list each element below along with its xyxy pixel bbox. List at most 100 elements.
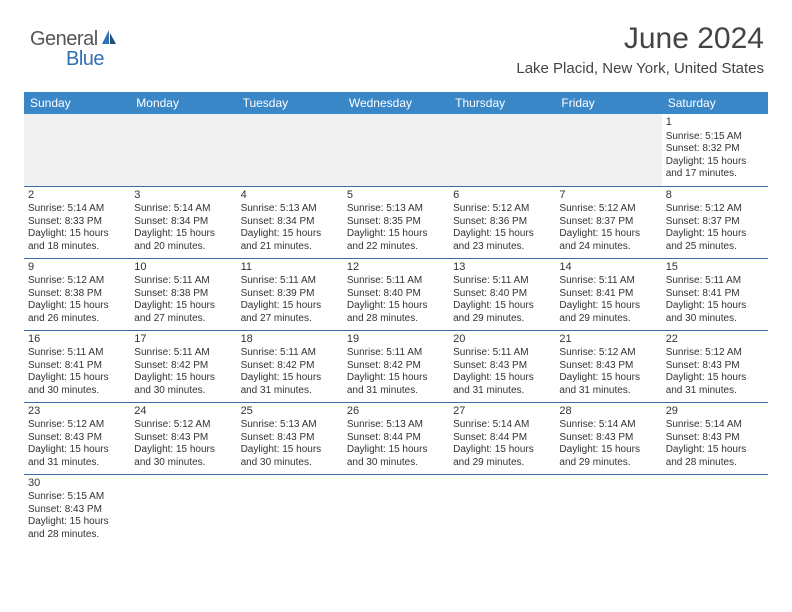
day-info-sunset: Sunset: 8:34 PM [241,216,339,229]
day-number: 18 [241,333,339,347]
page-subtitle: Lake Placid, New York, United States [516,60,764,77]
calendar-cell: 30Sunrise: 5:15 AMSunset: 8:43 PMDayligh… [24,474,130,546]
day-number: 19 [347,333,445,347]
day-info-daylight2: and 30 minutes. [134,385,232,398]
day-info-daylight2: and 27 minutes. [134,313,232,326]
calendar-cell: 4Sunrise: 5:13 AMSunset: 8:34 PMDaylight… [237,186,343,258]
calendar-cell: 20Sunrise: 5:11 AMSunset: 8:43 PMDayligh… [449,330,555,402]
day-info-daylight1: Daylight: 15 hours [666,372,764,385]
day-info-daylight1: Daylight: 15 hours [134,300,232,313]
day-info-daylight2: and 22 minutes. [347,241,445,254]
day-info-daylight1: Daylight: 15 hours [559,228,657,241]
day-info-sunrise: Sunrise: 5:14 AM [28,203,126,216]
calendar-cell [130,114,236,186]
day-number: 28 [559,405,657,419]
day-info-daylight2: and 30 minutes. [241,457,339,470]
day-number: 10 [134,261,232,275]
calendar-cell: 8Sunrise: 5:12 AMSunset: 8:37 PMDaylight… [662,186,768,258]
calendar-cell [130,474,236,546]
day-info-daylight1: Daylight: 15 hours [134,372,232,385]
day-info-sunrise: Sunrise: 5:12 AM [28,419,126,432]
day-number: 3 [134,189,232,203]
day-info-daylight1: Daylight: 15 hours [559,444,657,457]
day-info-sunrise: Sunrise: 5:12 AM [559,347,657,360]
day-info-sunset: Sunset: 8:42 PM [347,360,445,373]
day-info-sunrise: Sunrise: 5:14 AM [666,419,764,432]
day-info-sunset: Sunset: 8:35 PM [347,216,445,229]
day-info-daylight1: Daylight: 15 hours [453,444,551,457]
calendar-cell: 10Sunrise: 5:11 AMSunset: 8:38 PMDayligh… [130,258,236,330]
calendar-cell: 2Sunrise: 5:14 AMSunset: 8:33 PMDaylight… [24,186,130,258]
calendar-cell: 9Sunrise: 5:12 AMSunset: 8:38 PMDaylight… [24,258,130,330]
day-info-sunrise: Sunrise: 5:11 AM [134,347,232,360]
day-number: 17 [134,333,232,347]
calendar-cell: 23Sunrise: 5:12 AMSunset: 8:43 PMDayligh… [24,402,130,474]
day-info-daylight2: and 23 minutes. [453,241,551,254]
calendar-cell: 25Sunrise: 5:13 AMSunset: 8:43 PMDayligh… [237,402,343,474]
day-info-daylight1: Daylight: 15 hours [666,444,764,457]
day-info-daylight2: and 28 minutes. [666,457,764,470]
day-info-sunrise: Sunrise: 5:11 AM [241,275,339,288]
day-info-daylight1: Daylight: 15 hours [241,444,339,457]
logo-text-blue: Blue [66,48,104,70]
calendar-cell [24,114,130,186]
day-info-daylight2: and 29 minutes. [453,313,551,326]
calendar-cell: 3Sunrise: 5:14 AMSunset: 8:34 PMDaylight… [130,186,236,258]
day-info-daylight2: and 29 minutes. [453,457,551,470]
day-info-daylight2: and 31 minutes. [347,385,445,398]
calendar-cell: 28Sunrise: 5:14 AMSunset: 8:43 PMDayligh… [555,402,661,474]
day-number: 4 [241,189,339,203]
day-info-sunrise: Sunrise: 5:11 AM [347,347,445,360]
day-number: 30 [28,477,126,491]
weekday-header: Tuesday [237,92,343,114]
day-info-daylight1: Daylight: 15 hours [347,444,445,457]
day-info-sunrise: Sunrise: 5:12 AM [559,203,657,216]
calendar-cell: 27Sunrise: 5:14 AMSunset: 8:44 PMDayligh… [449,402,555,474]
calendar-cell: 29Sunrise: 5:14 AMSunset: 8:43 PMDayligh… [662,402,768,474]
day-info-daylight2: and 31 minutes. [241,385,339,398]
day-number: 5 [347,189,445,203]
day-info-sunrise: Sunrise: 5:14 AM [559,419,657,432]
calendar-cell: 26Sunrise: 5:13 AMSunset: 8:44 PMDayligh… [343,402,449,474]
day-info-sunrise: Sunrise: 5:11 AM [134,275,232,288]
day-info-sunset: Sunset: 8:36 PM [453,216,551,229]
day-info-sunrise: Sunrise: 5:11 AM [241,347,339,360]
day-info-daylight1: Daylight: 15 hours [28,228,126,241]
calendar-cell [449,474,555,546]
day-info-daylight2: and 31 minutes. [559,385,657,398]
calendar-week-row: 2Sunrise: 5:14 AMSunset: 8:33 PMDaylight… [24,186,768,258]
day-info-sunrise: Sunrise: 5:11 AM [453,275,551,288]
day-info-sunset: Sunset: 8:41 PM [666,288,764,301]
day-info-sunrise: Sunrise: 5:15 AM [666,131,764,144]
day-info-sunset: Sunset: 8:34 PM [134,216,232,229]
day-info-daylight1: Daylight: 15 hours [453,372,551,385]
day-number: 8 [666,189,764,203]
day-info-sunset: Sunset: 8:43 PM [666,432,764,445]
day-info-daylight2: and 30 minutes. [28,385,126,398]
day-info-daylight2: and 30 minutes. [347,457,445,470]
day-info-sunset: Sunset: 8:37 PM [559,216,657,229]
calendar-cell: 5Sunrise: 5:13 AMSunset: 8:35 PMDaylight… [343,186,449,258]
day-info-daylight1: Daylight: 15 hours [28,444,126,457]
day-info-daylight2: and 28 minutes. [347,313,445,326]
day-info-sunset: Sunset: 8:41 PM [28,360,126,373]
day-info-daylight2: and 31 minutes. [666,385,764,398]
day-info-sunrise: Sunrise: 5:13 AM [347,419,445,432]
day-info-daylight2: and 29 minutes. [559,313,657,326]
day-info-sunrise: Sunrise: 5:12 AM [666,347,764,360]
day-info-sunrise: Sunrise: 5:12 AM [134,419,232,432]
calendar-cell: 13Sunrise: 5:11 AMSunset: 8:40 PMDayligh… [449,258,555,330]
day-info-daylight1: Daylight: 15 hours [347,300,445,313]
calendar-table: Sunday Monday Tuesday Wednesday Thursday… [24,92,768,546]
day-info-daylight1: Daylight: 15 hours [666,228,764,241]
calendar-cell [449,114,555,186]
day-info-daylight1: Daylight: 15 hours [666,156,764,169]
day-number: 22 [666,333,764,347]
day-number: 25 [241,405,339,419]
day-number: 26 [347,405,445,419]
day-number: 7 [559,189,657,203]
calendar-cell [555,114,661,186]
weekday-header: Monday [130,92,236,114]
day-info-sunrise: Sunrise: 5:14 AM [134,203,232,216]
day-number: 14 [559,261,657,275]
